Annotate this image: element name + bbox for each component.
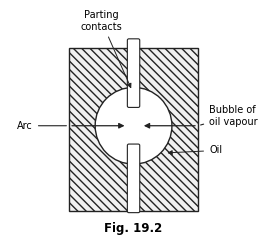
Text: Arc: Arc: [17, 121, 66, 131]
Text: Fig. 19.2: Fig. 19.2: [104, 222, 163, 235]
Text: Oil: Oil: [168, 145, 222, 155]
Text: Parting
contacts: Parting contacts: [81, 10, 131, 88]
Text: Bubble of
oil vapour: Bubble of oil vapour: [201, 105, 258, 127]
Bar: [69, 48, 198, 211]
FancyBboxPatch shape: [127, 144, 140, 213]
Circle shape: [95, 87, 172, 164]
FancyBboxPatch shape: [127, 39, 140, 107]
